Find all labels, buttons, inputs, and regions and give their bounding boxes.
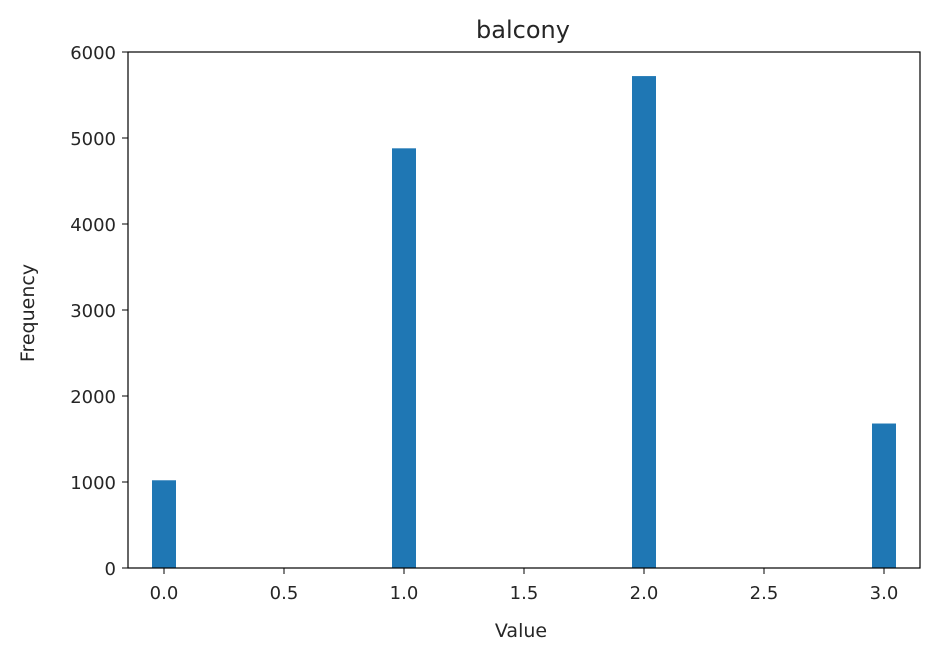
bars-group: [152, 76, 896, 568]
x-tick-label: 1.5: [510, 583, 539, 604]
x-tick-label: 1.0: [390, 583, 419, 604]
y-tick-label: 2000: [70, 387, 116, 408]
histogram-bar: [632, 76, 656, 568]
histogram-bar: [872, 423, 896, 568]
chart-title: balcony: [476, 16, 570, 44]
y-tick-label: 6000: [70, 43, 116, 64]
x-axis-label: Value: [495, 620, 547, 642]
y-axis-ticks: 0 1000 2000 3000 4000 5000 6000: [70, 43, 128, 580]
y-tick-label: 4000: [70, 215, 116, 236]
y-tick-label: 5000: [70, 129, 116, 150]
y-tick-label: 3000: [70, 301, 116, 322]
histogram-bar: [152, 480, 176, 568]
x-tick-label: 3.0: [870, 583, 899, 604]
x-axis-ticks: 0.0 0.5 1.0 1.5 2.0 2.5 3.0: [150, 568, 899, 604]
x-tick-label: 2.5: [750, 583, 779, 604]
plot-area-frame: [127, 51, 921, 569]
y-tick-label: 0: [105, 559, 116, 580]
histogram-bar: [392, 148, 416, 568]
x-tick-label: 0.5: [270, 583, 299, 604]
y-axis-label: Frequency: [17, 264, 39, 362]
x-tick-label: 0.0: [150, 583, 179, 604]
x-tick-label: 2.0: [630, 583, 659, 604]
y-tick-label: 1000: [70, 473, 116, 494]
